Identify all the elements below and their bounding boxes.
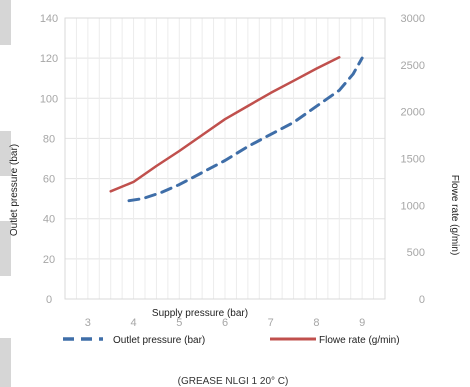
left-tick-label: 20	[43, 254, 55, 266]
left-axis-title: Outlet pressure (bar)	[9, 144, 20, 236]
x-tick-label: 4	[131, 317, 137, 329]
left-axis-ticks: 0 20 40 60 80 100 120 140	[40, 13, 58, 306]
left-edge-shade	[0, 338, 11, 387]
legend-label-flow-rate: Flowe rate (g/min)	[319, 335, 400, 346]
left-tick-label: 0	[46, 294, 52, 306]
series-line-flow-rate	[109, 56, 341, 193]
right-tick-label: 1000	[401, 200, 425, 212]
left-tick-label: 60	[43, 174, 55, 186]
left-tick-label: 140	[40, 13, 58, 25]
gridlines	[64, 17, 386, 300]
right-axis-title: Flowe rate (g/min)	[449, 175, 460, 256]
x-axis-title: Supply pressure (bar)	[152, 308, 248, 319]
right-tick-label: 1500	[401, 154, 425, 166]
x-axis-ticks: 3 4 5 6 7 8 9	[85, 317, 365, 329]
chart-caption: (GREASE NLGI 1 20° C)	[178, 376, 289, 387]
plot-area-border	[64, 17, 386, 300]
right-tick-label: 3000	[401, 13, 425, 25]
left-edge-shade	[0, 221, 11, 276]
left-edge-shade	[0, 0, 11, 45]
right-tick-label: 500	[407, 247, 425, 259]
left-tick-label: 100	[40, 93, 58, 105]
left-tick-label: 40	[43, 214, 55, 226]
series-layer	[109, 56, 364, 203]
x-tick-label: 9	[359, 317, 365, 329]
right-axis-ticks: 0 500 1000 1500 2000 2500 3000	[401, 13, 425, 306]
x-tick-label: 5	[176, 317, 182, 329]
legend-label-outlet-pressure: Outlet pressure (bar)	[113, 335, 205, 346]
x-tick-label: 7	[268, 317, 274, 329]
left-tick-label: 120	[40, 53, 58, 65]
legend: Outlet pressure (bar) Flowe rate (g/min)	[63, 335, 400, 346]
x-tick-label: 6	[222, 317, 228, 329]
right-tick-label: 2500	[401, 60, 425, 72]
left-edge-shade	[0, 131, 11, 176]
series-line-outlet-pressure	[127, 56, 364, 203]
right-tick-label: 2000	[401, 107, 425, 119]
right-tick-label: 0	[419, 294, 425, 306]
x-tick-label: 3	[85, 317, 91, 329]
x-tick-label: 8	[313, 317, 319, 329]
left-tick-label: 80	[43, 133, 55, 145]
